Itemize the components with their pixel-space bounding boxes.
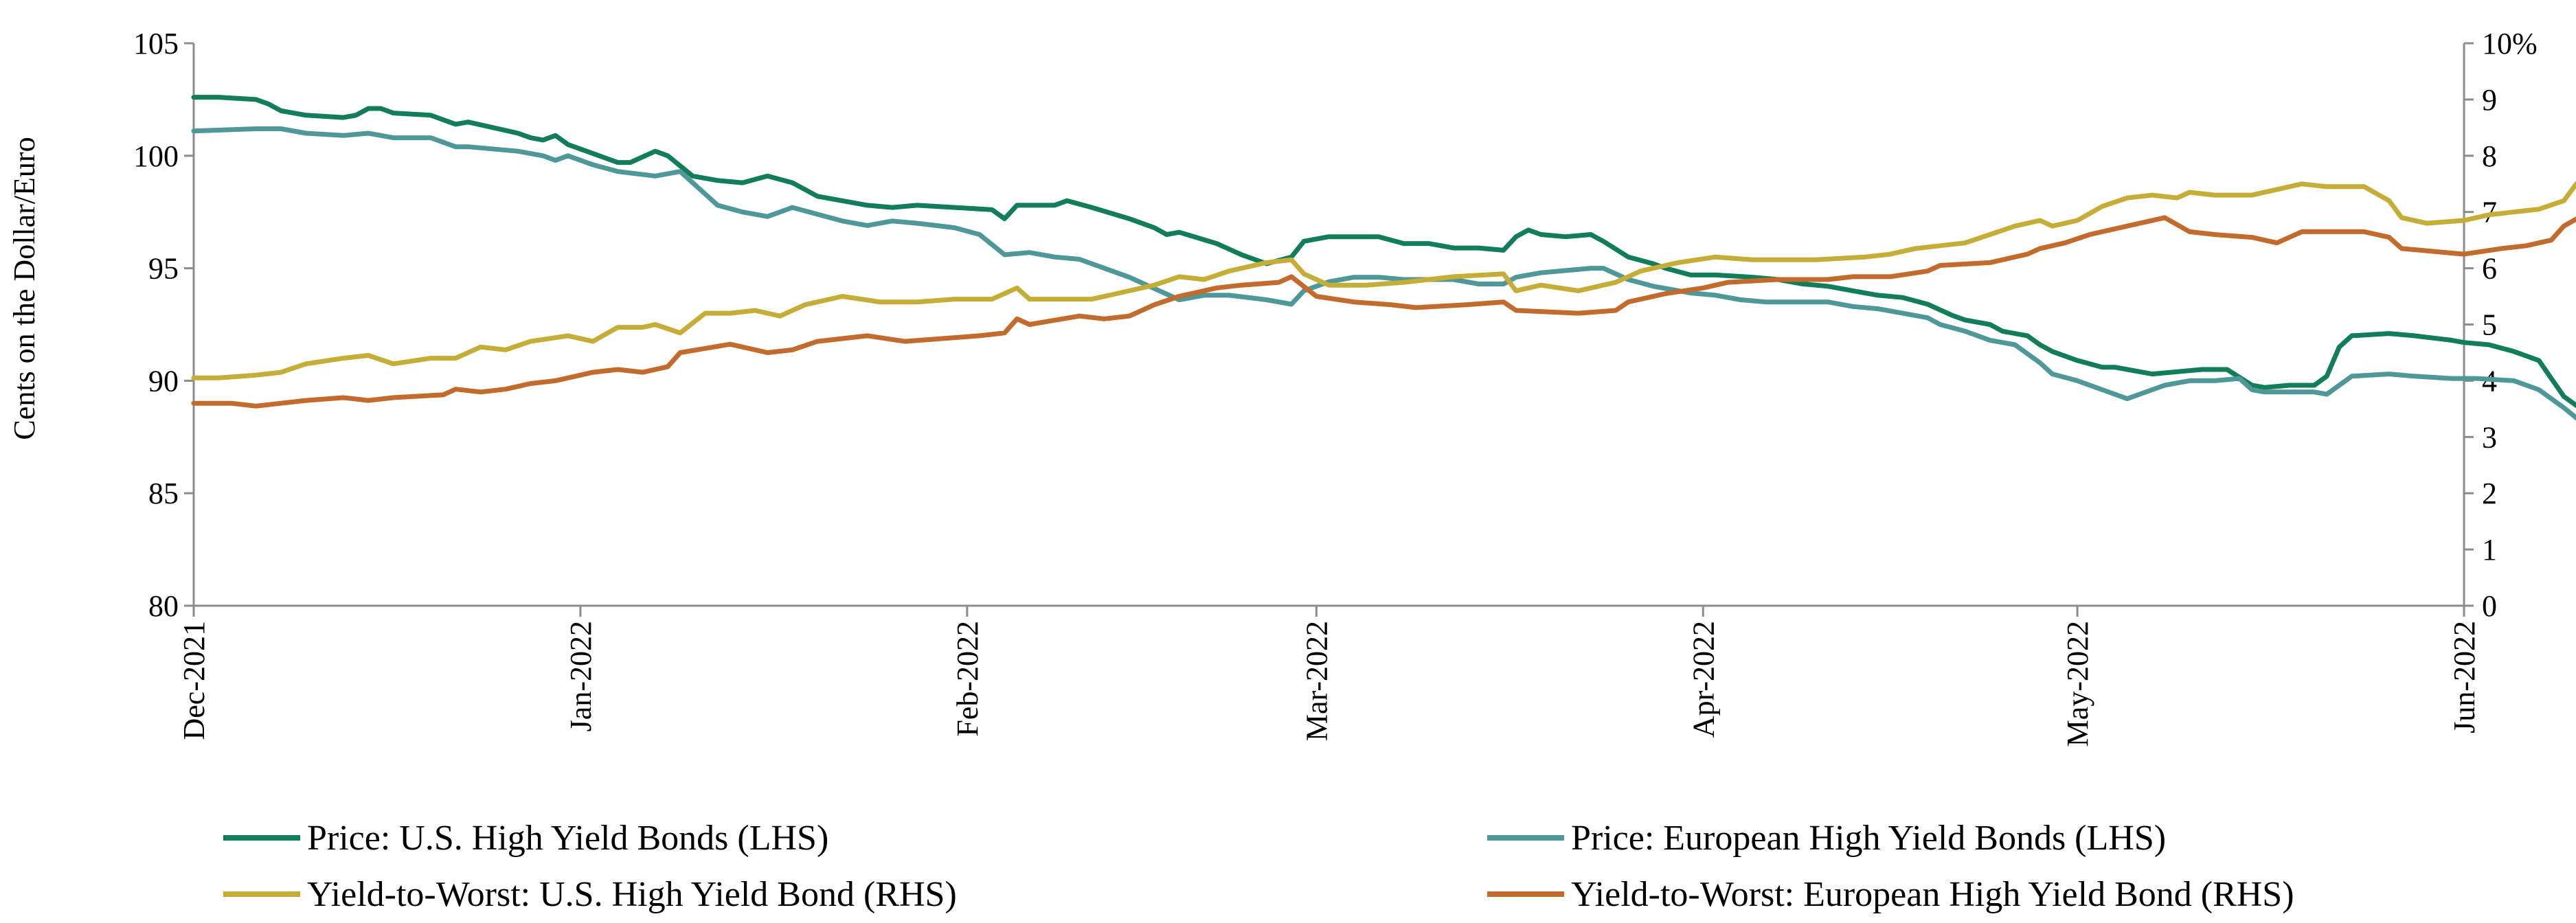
series-line-1 (191, 126, 2576, 421)
y-tick-label-right: 10% (2482, 27, 2538, 60)
legend-item-us-price: Price: U.S. High Yield Bonds (LHS) (223, 817, 828, 858)
y-tick-label-left: 95 (148, 252, 179, 286)
legend-label-eu-ytw: Yield-to-Worst: European High Yield Bond… (1571, 874, 2294, 914)
legend-item-eu-ytw: Yield-to-Worst: European High Yield Bond… (1487, 874, 2294, 915)
y-axis-title-left: Cents on the Dollar/Euro (8, 137, 41, 440)
x-tick-label: Apr-2022 (1686, 621, 1720, 738)
legend-swatch-eu-ytw (1487, 891, 1564, 897)
x-tick-label: Feb-2022 (951, 621, 984, 737)
x-tick-label: Jun-2022 (2448, 621, 2481, 733)
y-tick-label-right: 6 (2482, 252, 2497, 286)
y-tick-label-right: 0 (2482, 589, 2497, 623)
y-tick-label-right: 9 (2482, 83, 2497, 117)
series-line-0 (191, 95, 2576, 409)
y-tick-label-right: 1 (2482, 533, 2497, 567)
series-lines (191, 95, 2576, 421)
series-line-3 (191, 215, 2576, 409)
legend-item-eu-price: Price: European High Yield Bonds (LHS) (1487, 817, 2166, 858)
x-tick-label: May-2022 (2061, 621, 2094, 747)
legend-swatch-us-price (223, 835, 300, 841)
legend-label-eu-price: Price: European High Yield Bonds (LHS) (1571, 818, 2167, 858)
x-tick-label: Mar-2022 (1300, 621, 1333, 741)
legend-swatch-us-ytw (223, 891, 300, 897)
x-tick-label: Dec-2021 (177, 621, 211, 740)
y-tick-label-left: 100 (133, 139, 179, 173)
legend-swatch-eu-price (1487, 835, 1564, 841)
y-tick-label-right: 2 (2482, 477, 2497, 510)
legend-label-us-price: Price: U.S. High Yield Bonds (LHS) (307, 818, 829, 858)
x-tick-label: Jan-2022 (564, 621, 598, 731)
y-tick-label-left: 90 (148, 364, 179, 398)
y-tick-label-left: 80 (148, 589, 179, 623)
legend-item-us-ytw: Yield-to-Worst: U.S. High Yield Bond (RH… (223, 874, 957, 915)
legend: Price: U.S. High Yield Bonds (LHS) Price… (0, 804, 2576, 920)
series-line-2 (191, 181, 2576, 380)
y-tick-label-right: 5 (2482, 308, 2497, 342)
y-tick-label-left: 105 (133, 27, 179, 60)
y-tick-label-left: 85 (148, 477, 179, 510)
y-tick-label-right: 3 (2482, 420, 2497, 454)
y-tick-label-right: 8 (2482, 139, 2497, 173)
legend-label-us-ytw: Yield-to-Worst: U.S. High Yield Bond (RH… (307, 874, 957, 914)
